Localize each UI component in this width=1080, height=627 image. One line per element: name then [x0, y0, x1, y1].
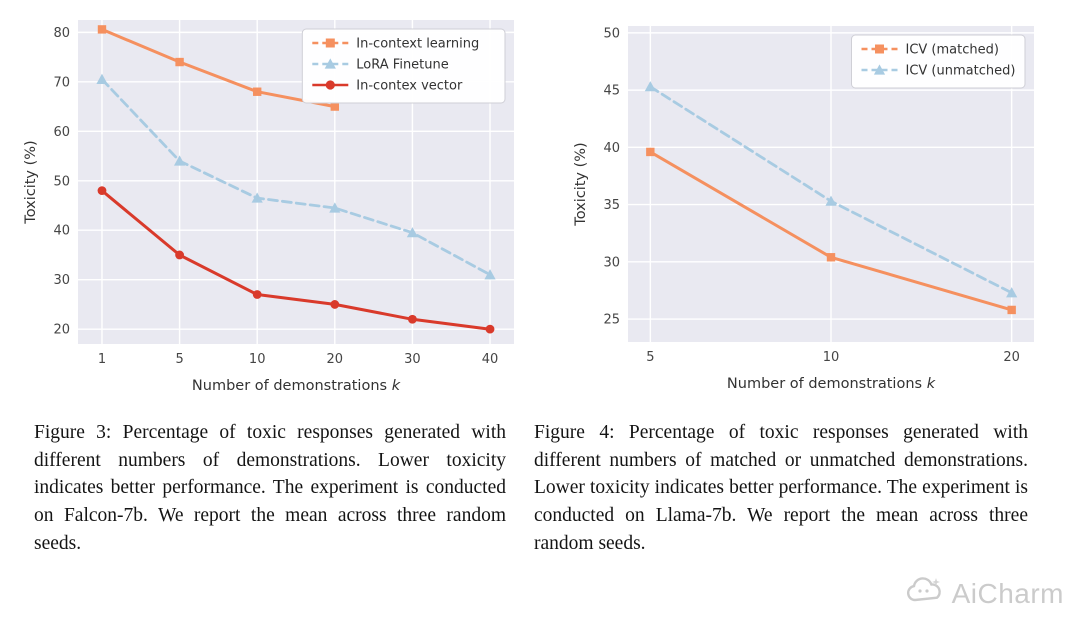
svg-text:35: 35 — [603, 198, 620, 213]
circle-marker — [485, 324, 495, 334]
svg-text:30: 30 — [53, 273, 70, 288]
square-marker — [826, 253, 836, 262]
square-marker — [175, 57, 184, 67]
y-axis-label: Toxicity (%) — [23, 140, 39, 224]
triangle-marker — [251, 192, 263, 203]
svg-text:LoRA Finetune: LoRA Finetune — [356, 58, 448, 73]
triangle-marker — [644, 81, 656, 92]
figures-row: 20 30 40 50 60 70 80 1 5 10 20 30 40 Number of demons… — [20, 8, 1048, 403]
svg-text:40: 40 — [53, 224, 70, 239]
x-axis-label: Number of demonstrations k — [192, 378, 401, 394]
figure3-caption: Figure 3: Percentage of toxic responses … — [34, 422, 506, 554]
series-icv-unmatched — [644, 81, 1018, 298]
circle-marker — [408, 314, 417, 324]
svg-text:50: 50 — [53, 174, 70, 189]
svg-text:80: 80 — [53, 26, 70, 41]
svg-text:20: 20 — [327, 352, 344, 367]
series-icv-matched — [646, 147, 1016, 315]
figure3-chart: 20 30 40 50 60 70 80 1 5 10 20 30 40 Number of demons… — [20, 8, 528, 403]
captions-row: Figure 3: Percentage of toxic responses … — [0, 403, 1080, 557]
circle-marker — [175, 250, 184, 260]
triangle-marker — [329, 202, 341, 213]
svg-text:In-contex vector: In-contex vector — [356, 79, 463, 94]
tick-labels: 20 30 40 50 60 70 80 1 5 10 20 30 40 — [53, 26, 498, 367]
svg-text:30: 30 — [603, 255, 620, 270]
figure4-panel: 25 30 35 40 45 50 5 10 20 Number of demonstration… — [570, 14, 1048, 401]
svg-text:70: 70 — [53, 75, 70, 90]
y-axis-label: Toxicity (%) — [573, 142, 589, 226]
triangle-marker — [406, 227, 419, 238]
legend: In-context learning LoRA Finetune In-conte… — [301, 28, 506, 104]
svg-text:20: 20 — [53, 323, 70, 338]
svg-text:5: 5 — [175, 352, 183, 367]
figure4-chart: 25 30 35 40 45 50 5 10 20 Number of demonstration… — [570, 14, 1048, 401]
tick-labels: 25 30 35 40 45 50 5 10 20 — [603, 26, 1019, 365]
watermark: AiCharm — [905, 576, 1064, 611]
svg-text:60: 60 — [53, 125, 70, 140]
svg-text:10: 10 — [249, 352, 266, 367]
circle-marker — [97, 186, 107, 196]
svg-text:40: 40 — [482, 352, 499, 367]
triangle-marker — [825, 195, 837, 206]
svg-text:In-context learning: In-context learning — [356, 37, 479, 52]
watermark-label: AiCharm — [951, 577, 1064, 609]
circle-marker — [330, 300, 340, 309]
series-in-context-learning — [97, 25, 340, 111]
triangle-marker — [173, 155, 186, 166]
square-marker — [252, 87, 262, 96]
svg-text:25: 25 — [603, 313, 620, 328]
svg-text:50: 50 — [603, 26, 620, 41]
figure4-svg: 25 30 35 40 45 50 5 10 20 Number of demonstration… — [573, 26, 1034, 392]
square-marker — [646, 147, 655, 157]
watermark-cloud-icon — [905, 576, 945, 611]
svg-text:ICV (matched): ICV (matched) — [906, 43, 999, 58]
figure3-panel: 20 30 40 50 60 70 80 1 5 10 20 30 40 Number of demons… — [20, 8, 528, 403]
square-marker — [1007, 305, 1016, 315]
x-axis-label: Number of demonstrations k — [727, 376, 936, 392]
svg-text:40: 40 — [603, 141, 620, 156]
series-lora-finetune — [96, 73, 496, 280]
svg-text:20: 20 — [1003, 350, 1020, 365]
legend: ICV (matched) ICV (unmatched) — [851, 34, 1026, 89]
square-marker — [330, 102, 340, 111]
svg-text:5: 5 — [646, 350, 654, 365]
square-marker — [97, 25, 107, 34]
svg-text:10: 10 — [823, 350, 840, 365]
svg-text:1: 1 — [98, 352, 106, 367]
triangle-marker — [1006, 287, 1018, 298]
svg-text:30: 30 — [404, 352, 421, 367]
svg-text:ICV (unmatched): ICV (unmatched) — [906, 64, 1016, 79]
figure3-svg: 20 30 40 50 60 70 80 1 5 10 20 30 40 Number of demons… — [23, 20, 514, 394]
svg-text:45: 45 — [603, 84, 620, 99]
triangle-marker — [484, 269, 496, 280]
circle-marker — [252, 290, 262, 299]
series-in-contex-vector — [97, 186, 495, 334]
triangle-marker — [96, 73, 108, 84]
figure4-caption: Figure 4: Percentage of toxic responses … — [534, 422, 1028, 554]
